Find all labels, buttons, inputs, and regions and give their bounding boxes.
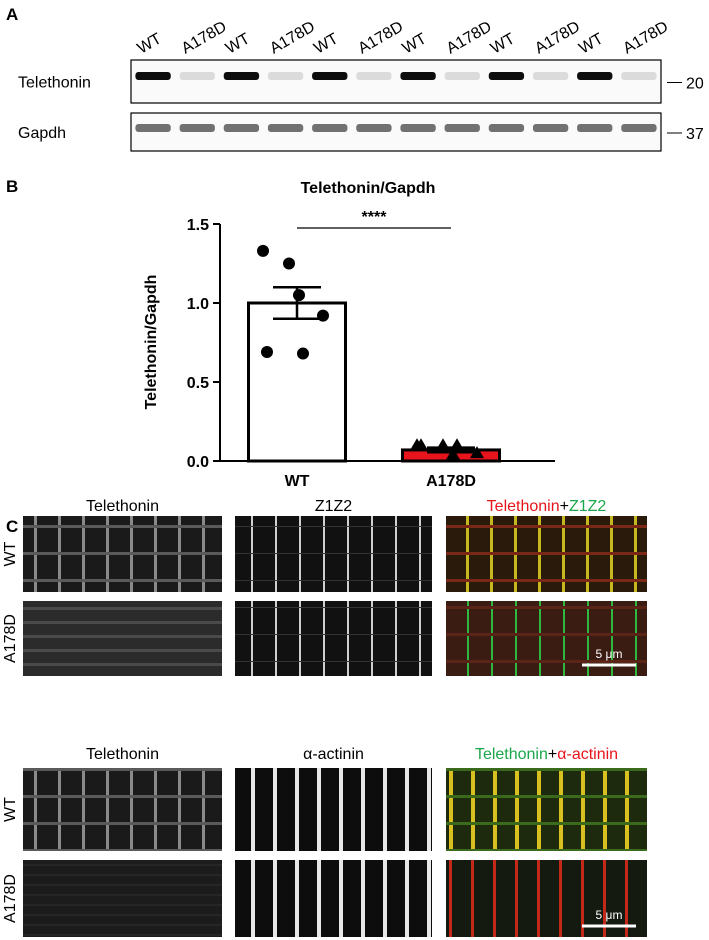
data-point [317,309,329,322]
x-tick-label: A178D [426,473,476,490]
blot-band [400,124,436,132]
blot-band [621,72,657,80]
blot-band [400,72,436,80]
data-point [297,347,309,360]
scale-bar-label: 5 μm [596,647,623,661]
blot-band [444,72,480,80]
lane-label: WT [488,30,518,57]
blot-band [488,72,525,80]
lane-label: A178D [620,18,671,57]
micrograph [23,516,222,592]
lane-label: A178D [444,18,495,57]
data-point [257,244,269,257]
blot-band [532,124,569,132]
merge-part: + [548,746,557,763]
column-header: Telethonin [86,746,159,763]
merge-part: α-actinin [557,746,618,763]
blot-band [135,124,171,132]
micrograph [23,768,222,851]
micrograph [235,601,432,676]
y-axis-label: Telethonin/Gapdh [143,275,160,410]
panel-label: C [6,517,18,536]
row-label: WT [2,541,19,566]
blot-band [577,72,613,80]
data-point [470,446,484,459]
data-point [261,345,273,358]
lane-label: A178D [532,18,583,57]
y-tick-label: 0.0 [187,454,209,471]
marker-label: 20 [686,76,704,93]
lane-label: WT [135,30,165,57]
merge-part: Z1Z2 [569,498,606,515]
data-point [446,447,460,460]
row-label: A178D [2,614,19,663]
blot-band [223,72,260,80]
merge-part: + [560,498,569,515]
blot-band [532,72,569,80]
chart-title: Telethonin/Gapdh [301,180,436,197]
column-header: Z1Z2 [315,498,352,515]
significance-label: **** [362,209,388,226]
micrograph [23,860,222,937]
blot-band [488,124,525,132]
bar [247,301,347,463]
data-point [450,438,464,451]
micrograph [446,516,647,592]
micrograph [446,768,647,851]
panel-label: B [6,177,18,196]
blot-band [135,72,171,80]
lane-label: WT [223,30,253,57]
blot-frame [130,59,662,104]
lane-label: A178D [267,18,318,57]
blot-band [444,124,480,132]
blot-band [356,124,392,132]
micrograph [235,768,432,851]
column-header: Telethonin [86,498,159,515]
blot-band [223,124,260,132]
blot-band [312,124,348,132]
data-point [436,438,450,451]
lane-label: WT [311,30,341,57]
row-label: WT [2,797,19,822]
lane-label: A178D [355,18,406,57]
micrograph [235,516,432,592]
y-tick-label: 1.0 [187,296,209,313]
blot-band [179,124,215,132]
y-tick-label: 1.5 [187,217,209,234]
blot-band [312,72,348,80]
marker-label: 37 [686,126,704,143]
merge-header: Telethonin+Z1Z2 [487,498,607,515]
lane-label: A178D [179,18,230,57]
micrograph [446,860,647,937]
lane-label: WT [400,30,430,57]
lane-label: WT [576,30,606,57]
y-tick-label: 0.5 [187,375,209,392]
row-label: Gapdh [18,125,66,142]
micrograph [235,860,432,937]
data-point [414,438,428,451]
blot-band [621,124,657,132]
column-header: α-actinin [303,746,364,763]
merge-part: Telethonin [475,746,548,763]
blot-band [356,72,392,80]
blot-frame [130,112,662,152]
scale-bar-label: 5 μm [596,908,623,922]
blot-band [267,124,304,132]
merge-header: Telethonin+α-actinin [475,746,618,763]
x-tick-label: WT [285,473,310,490]
data-point [283,257,295,270]
data-point [293,289,305,302]
micrograph [23,601,222,676]
blot-band [267,72,304,80]
blot-band [577,124,613,132]
panel-label: A [6,5,18,24]
blot-band [179,72,215,80]
merge-part: Telethonin [487,498,560,515]
row-label: A178D [2,874,19,923]
row-label: Telethonin [18,75,91,92]
